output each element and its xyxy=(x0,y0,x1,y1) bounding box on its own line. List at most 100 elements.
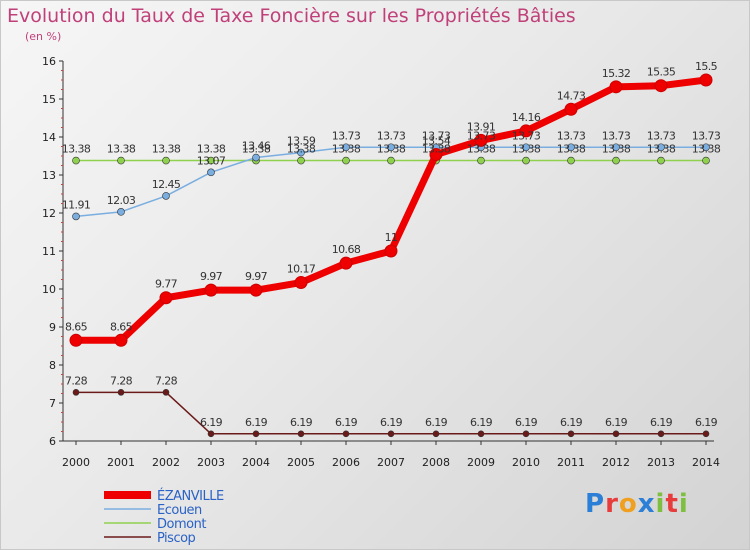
data-label-ezanville: 9.77 xyxy=(155,278,178,291)
data-label-piscop: 6.19 xyxy=(650,416,673,429)
data-label-piscop: 6.19 xyxy=(560,416,583,429)
data-point-piscop xyxy=(117,389,125,396)
data-point-domont xyxy=(702,156,710,165)
data-label-piscop: 6.19 xyxy=(290,416,313,429)
data-label-ecouen: 13.73 xyxy=(512,129,541,142)
x-tick-label: 2008 xyxy=(422,456,450,469)
data-point-piscop xyxy=(297,430,305,438)
logo-letter: t xyxy=(665,489,679,519)
data-point-domont xyxy=(522,156,530,165)
data-label-ezanville: 10.68 xyxy=(332,243,361,256)
logo-letter: o xyxy=(618,489,638,519)
data-label-ezanville: 9.97 xyxy=(200,270,223,283)
data-point-ezanville xyxy=(564,102,578,116)
data-point-piscop xyxy=(567,430,575,438)
data-point-domont xyxy=(477,156,485,165)
data-point-ecouen xyxy=(702,143,710,152)
legend-label-piscop: Piscop xyxy=(157,531,196,546)
data-point-ecouen xyxy=(252,153,260,162)
y-tick-label: 11 xyxy=(42,245,56,258)
data-label-piscop: 6.19 xyxy=(380,416,403,429)
data-label-piscop: 6.19 xyxy=(245,416,268,429)
data-label-ecouen: 13.73 xyxy=(692,129,721,142)
data-label-piscop: 6.19 xyxy=(335,416,358,429)
data-label-ecouen: 13.73 xyxy=(467,129,496,142)
data-point-domont xyxy=(207,156,215,165)
y-tick-label: 6 xyxy=(49,435,56,448)
y-tick-label: 14 xyxy=(42,131,56,144)
data-point-piscop xyxy=(207,430,215,438)
data-point-ezanville xyxy=(519,124,533,138)
data-point-ezanville xyxy=(699,73,713,87)
x-tick-label: 2009 xyxy=(467,456,495,469)
series-domont xyxy=(72,156,710,165)
data-label-ecouen: 13.73 xyxy=(332,129,361,142)
series-layer xyxy=(69,73,713,438)
y-tick-label: 9 xyxy=(49,321,56,334)
data-point-piscop xyxy=(522,430,530,438)
y-tick-label: 13 xyxy=(42,169,56,182)
data-point-domont xyxy=(657,156,665,165)
data-point-domont xyxy=(342,156,350,165)
data-label-domont: 13.38 xyxy=(377,143,406,156)
data-label-piscop: 6.19 xyxy=(695,416,718,429)
y-tick-label: 12 xyxy=(42,207,56,220)
x-tick-label: 2003 xyxy=(197,456,225,469)
data-point-domont xyxy=(387,156,395,165)
data-label-ecouen: 13.73 xyxy=(377,129,406,142)
data-label-ezanville: 8.65 xyxy=(65,320,88,333)
data-point-ezanville xyxy=(654,79,668,93)
data-labels: 7.28 7.28 7.28 6.19 6.19 6.19 6.19 6.19 6.19 6.19… xyxy=(62,60,722,429)
data-label-domont: 13.38 xyxy=(242,143,271,156)
data-label-domont: 13.38 xyxy=(647,143,676,156)
y-unit-label: (en %) xyxy=(25,30,62,43)
logo-letter: i xyxy=(655,489,666,519)
data-label-domont: 13.38 xyxy=(332,143,361,156)
data-point-piscop xyxy=(387,430,395,438)
data-point-domont xyxy=(612,156,620,165)
data-label-ecouen: 13.73 xyxy=(422,129,451,142)
data-point-ecouen xyxy=(657,143,665,152)
data-label-ezanville: 13.91 xyxy=(467,120,496,133)
data-label-ezanville: 15.32 xyxy=(602,67,631,80)
data-label-ezanville: 14.16 xyxy=(512,111,541,124)
proxiti-logo: Proxiti xyxy=(585,489,689,519)
data-label-piscop: 7.28 xyxy=(110,374,133,387)
x-tick-label: 2012 xyxy=(602,456,630,469)
data-point-ezanville xyxy=(609,80,623,94)
legend-label-ecouen: Ecouen xyxy=(157,503,202,518)
y-tick-label: 7 xyxy=(49,397,56,410)
data-label-ecouen: 13.07 xyxy=(197,154,226,167)
data-label-ecouen: 12.03 xyxy=(107,194,136,207)
data-point-ezanville xyxy=(429,147,443,161)
data-label-ecouen: 13.46 xyxy=(242,140,271,153)
data-label-domont: 13.38 xyxy=(197,143,226,156)
data-label-domont: 13.38 xyxy=(422,143,451,156)
data-label-domont: 13.38 xyxy=(692,143,721,156)
data-label-ezanville: 14.73 xyxy=(557,89,586,102)
data-label-ecouen: 13.73 xyxy=(557,129,586,142)
data-label-domont: 13.38 xyxy=(557,143,586,156)
axes: 6 7 8 9 10 11 12 13 14 15 16 2000 2001 2002 2003 2004 20… xyxy=(42,55,720,469)
x-tick-label: 2006 xyxy=(332,456,360,469)
data-point-ezanville xyxy=(474,133,488,147)
data-label-ezanville: 11 xyxy=(385,231,398,244)
legend-label-ezanville: ÉZANVILLE xyxy=(157,488,224,504)
data-label-domont: 13.38 xyxy=(107,143,136,156)
data-point-domont xyxy=(72,156,80,165)
data-point-ezanville xyxy=(159,291,173,305)
data-point-piscop xyxy=(477,430,485,438)
data-label-ezanville: 10.17 xyxy=(287,263,316,276)
data-point-piscop xyxy=(657,430,665,438)
data-label-ecouen: 13.73 xyxy=(647,129,676,142)
data-label-piscop: 6.19 xyxy=(470,416,493,429)
chart-title: Evolution du Taux de Taxe Foncière sur l… xyxy=(7,5,576,27)
x-tick-label: 2001 xyxy=(107,456,135,469)
data-point-ezanville xyxy=(114,333,128,347)
data-label-domont: 13.38 xyxy=(602,143,631,156)
data-label-ecouen: 13.73 xyxy=(602,129,631,142)
data-label-domont: 13.38 xyxy=(287,143,316,156)
data-label-domont: 13.38 xyxy=(467,143,496,156)
data-point-ecouen xyxy=(567,143,575,152)
